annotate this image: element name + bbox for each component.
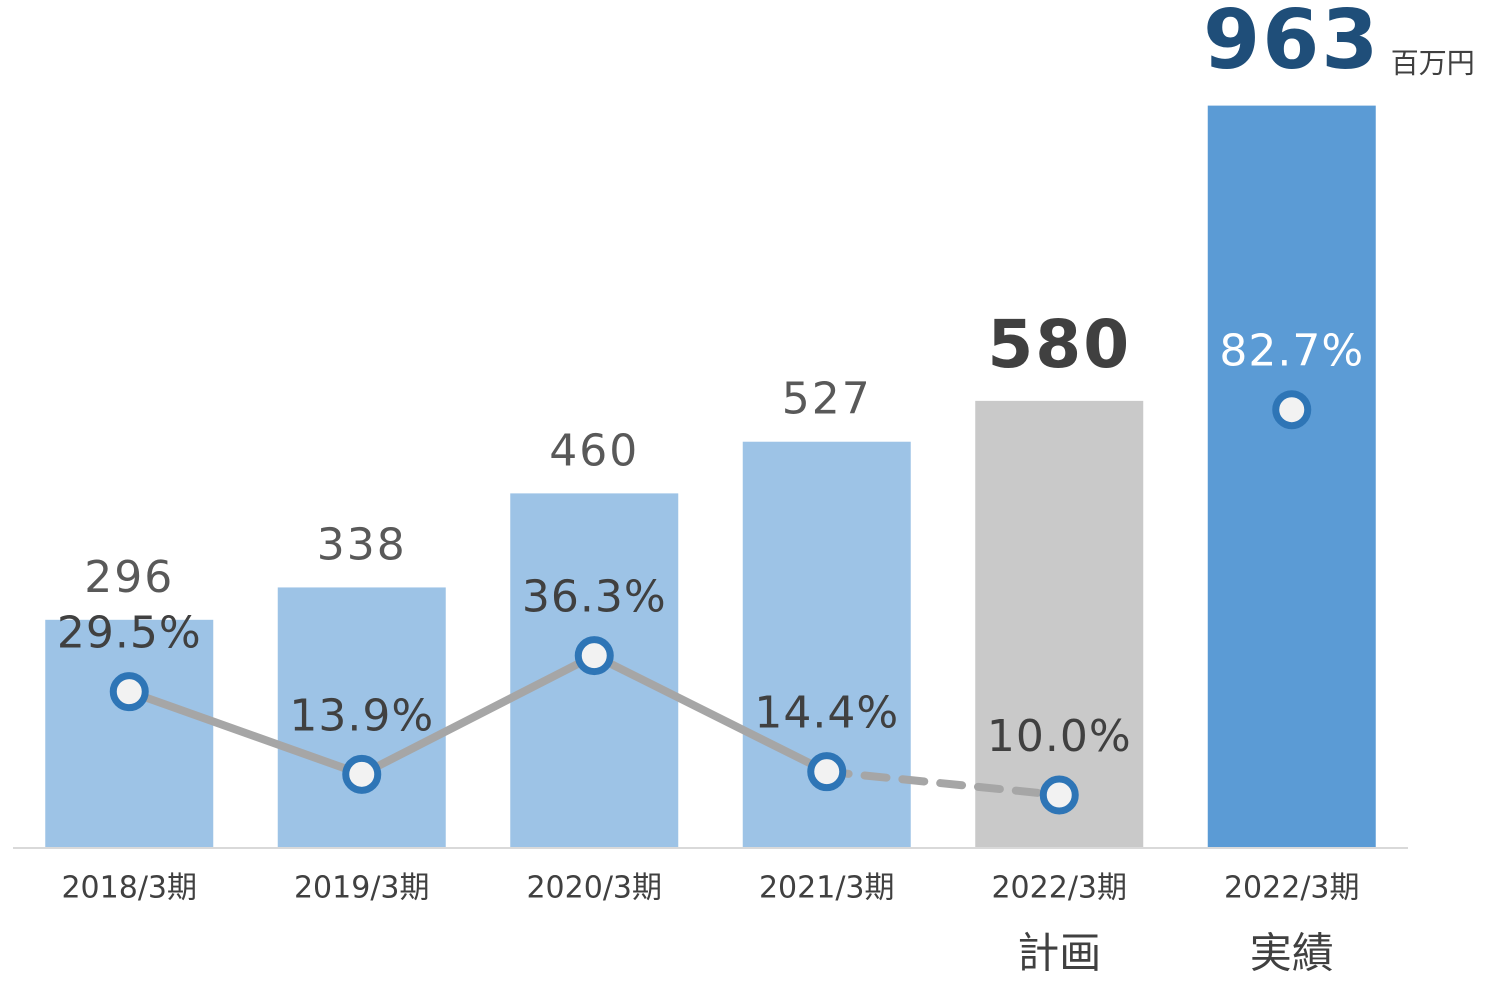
x-tick-label: 2019/3期 [294,871,430,906]
bar [277,587,446,848]
bar [1207,105,1376,848]
line-value-label: 13.9% [289,690,434,741]
line-segment [590,651,831,776]
x-tick-label: 2022/3期 [991,871,1127,906]
bar [45,619,214,848]
x-tick-note: 計画 [1017,929,1101,978]
x-tick-note: 実績 [1250,929,1334,978]
line-value-label: 10.0% [987,711,1132,762]
bar [975,400,1144,848]
x-tick-label: 2021/3期 [759,871,895,906]
line-marker [109,672,149,712]
line-segment [822,767,1064,799]
line-marker [807,752,847,792]
line-marker [342,754,382,794]
line-segment [125,687,366,779]
x-tick-label: 2020/3期 [526,871,662,906]
line-value-label: 36.3% [522,572,667,623]
x-tick-label: 2018/3期 [61,871,197,906]
x-tick-label: 2022/3期 [1224,871,1360,906]
line-marker [574,636,614,676]
bar-value-label: 460 [549,425,639,476]
bar-value-label: 338 [317,519,407,570]
line-segment [357,651,599,779]
bar-value-label: 296 [84,552,174,603]
unit-label: 百万円 [1391,47,1475,80]
bar-value-label: 580 [987,306,1131,383]
line-value-label: 82.7% [1219,326,1364,377]
bar-value-label: 527 [782,374,872,425]
line-marker [1272,390,1312,430]
bar-value-label: 963 [1203,0,1380,88]
line-value-label: 14.4% [754,688,899,739]
line-marker [1039,775,1079,815]
line-value-label: 29.5% [57,608,202,659]
